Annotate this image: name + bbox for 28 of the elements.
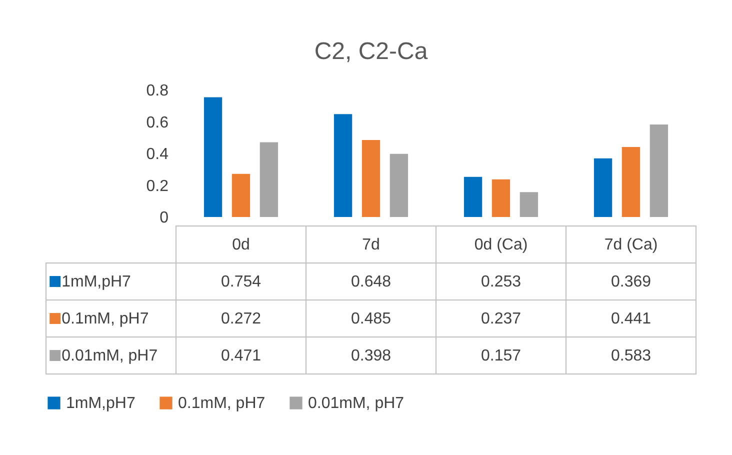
x-tick-label: 7d (Ca) xyxy=(604,236,658,254)
data-label: 0.272 xyxy=(220,310,262,328)
y-tick-label: 0.2 xyxy=(146,178,169,195)
x-tick-label: 0d xyxy=(232,236,250,254)
chart-title: C2, C2-Ca xyxy=(314,38,428,65)
data-label: 0.471 xyxy=(220,348,262,364)
y-tick-label: 0 xyxy=(160,210,169,226)
data-label: 0.369 xyxy=(610,274,652,290)
x-tick-label: 7d xyxy=(362,236,380,254)
y-tick-label: 0.8 xyxy=(146,82,169,100)
y-tick-label: 0.6 xyxy=(146,114,169,132)
x-tick-label: 0d (Ca) xyxy=(474,236,528,254)
text: 1mM,pH7 xyxy=(66,395,136,412)
data-label: 0.754 xyxy=(220,274,262,290)
data-label: 0.485 xyxy=(350,310,392,328)
data-label: 0.398 xyxy=(350,348,392,364)
data-label: 0.253 xyxy=(480,274,522,290)
data-label: 0.648 xyxy=(350,274,392,290)
text: 0.1mM, pH7 xyxy=(178,395,266,412)
data-label: 0.237 xyxy=(480,310,522,328)
data-label: 0.583 xyxy=(610,348,652,364)
legend-label: 0.01mM, pH7 xyxy=(62,348,158,364)
data-label: 0.441 xyxy=(610,310,652,328)
y-tick-label: 0.4 xyxy=(146,146,169,163)
legend-label: 0.1mM, pH7 xyxy=(62,310,149,328)
text: 0.01mM, pH7 xyxy=(308,395,404,412)
data-label: 0.157 xyxy=(480,348,522,364)
legend-label: 1mM,pH7 xyxy=(62,274,132,290)
